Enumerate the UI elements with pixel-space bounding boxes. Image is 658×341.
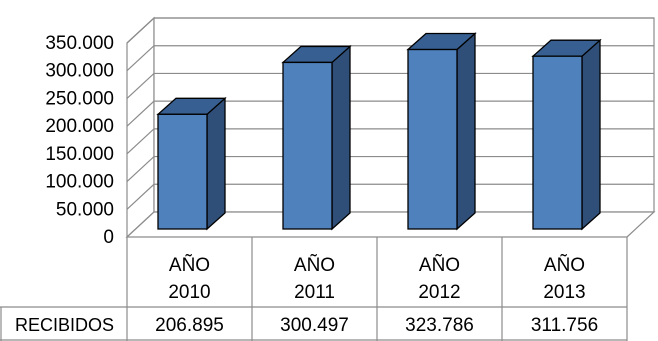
y-tick-label: 350.000 (45, 33, 114, 54)
data-value-label: 323.786 (405, 315, 474, 336)
y-tick-label: 50.000 (56, 199, 114, 220)
bar-front-face (407, 48, 458, 230)
gridline (126, 128, 654, 155)
bar-side-face (456, 32, 476, 231)
category-label: 2010 (168, 282, 210, 303)
bar-side-face (581, 38, 601, 231)
bar-3 (531, 38, 602, 231)
category-label: 2013 (543, 282, 585, 303)
gridline (126, 183, 654, 210)
y-tick-label: 200.000 (45, 116, 114, 137)
bar-side-face (206, 96, 226, 231)
y-tick-label: 150.000 (45, 144, 114, 165)
gridline (126, 17, 654, 44)
category-label: 2012 (418, 282, 460, 303)
gridline (126, 100, 654, 127)
floor (125, 211, 656, 238)
category-label: AÑO (419, 254, 460, 276)
data-value-label: 206.895 (155, 315, 224, 336)
data-value-label: 311.756 (531, 315, 598, 336)
category-label: AÑO (544, 254, 585, 276)
data-value-label: 300.497 (280, 315, 349, 336)
data-table: AÑO 2010 AÑO 2011 AÑO 2012 AÑO 2013 RECIBIDOS 206… (0, 237, 628, 341)
y-tick-label: 0 (103, 227, 114, 248)
series-row-label: RECIBIDOS (15, 315, 114, 335)
gridline (126, 72, 654, 99)
bar-0 (156, 96, 227, 231)
gridline (126, 155, 654, 183)
category-label: AÑO (169, 254, 210, 276)
bar-front-face (282, 61, 333, 230)
bar-1 (281, 44, 352, 231)
bar-2 (406, 32, 477, 231)
bar-side-face (331, 44, 351, 231)
y-tick-label: 300.000 (45, 61, 114, 82)
y-tick-label: 100.000 (45, 172, 114, 193)
bars (156, 32, 602, 231)
side-wall (126, 16, 155, 239)
y-tick-label: 250.000 (45, 88, 114, 109)
category-label: AÑO (294, 254, 335, 276)
category-label: 2011 (294, 282, 335, 303)
gridline (126, 45, 654, 72)
bar-front-face (532, 55, 583, 230)
bar-front-face (157, 113, 208, 230)
gridlines (126, 17, 654, 210)
y-axis-ticks: 0 50.000 100.000 150.000 200.000 250.000 300.0… (45, 33, 114, 248)
